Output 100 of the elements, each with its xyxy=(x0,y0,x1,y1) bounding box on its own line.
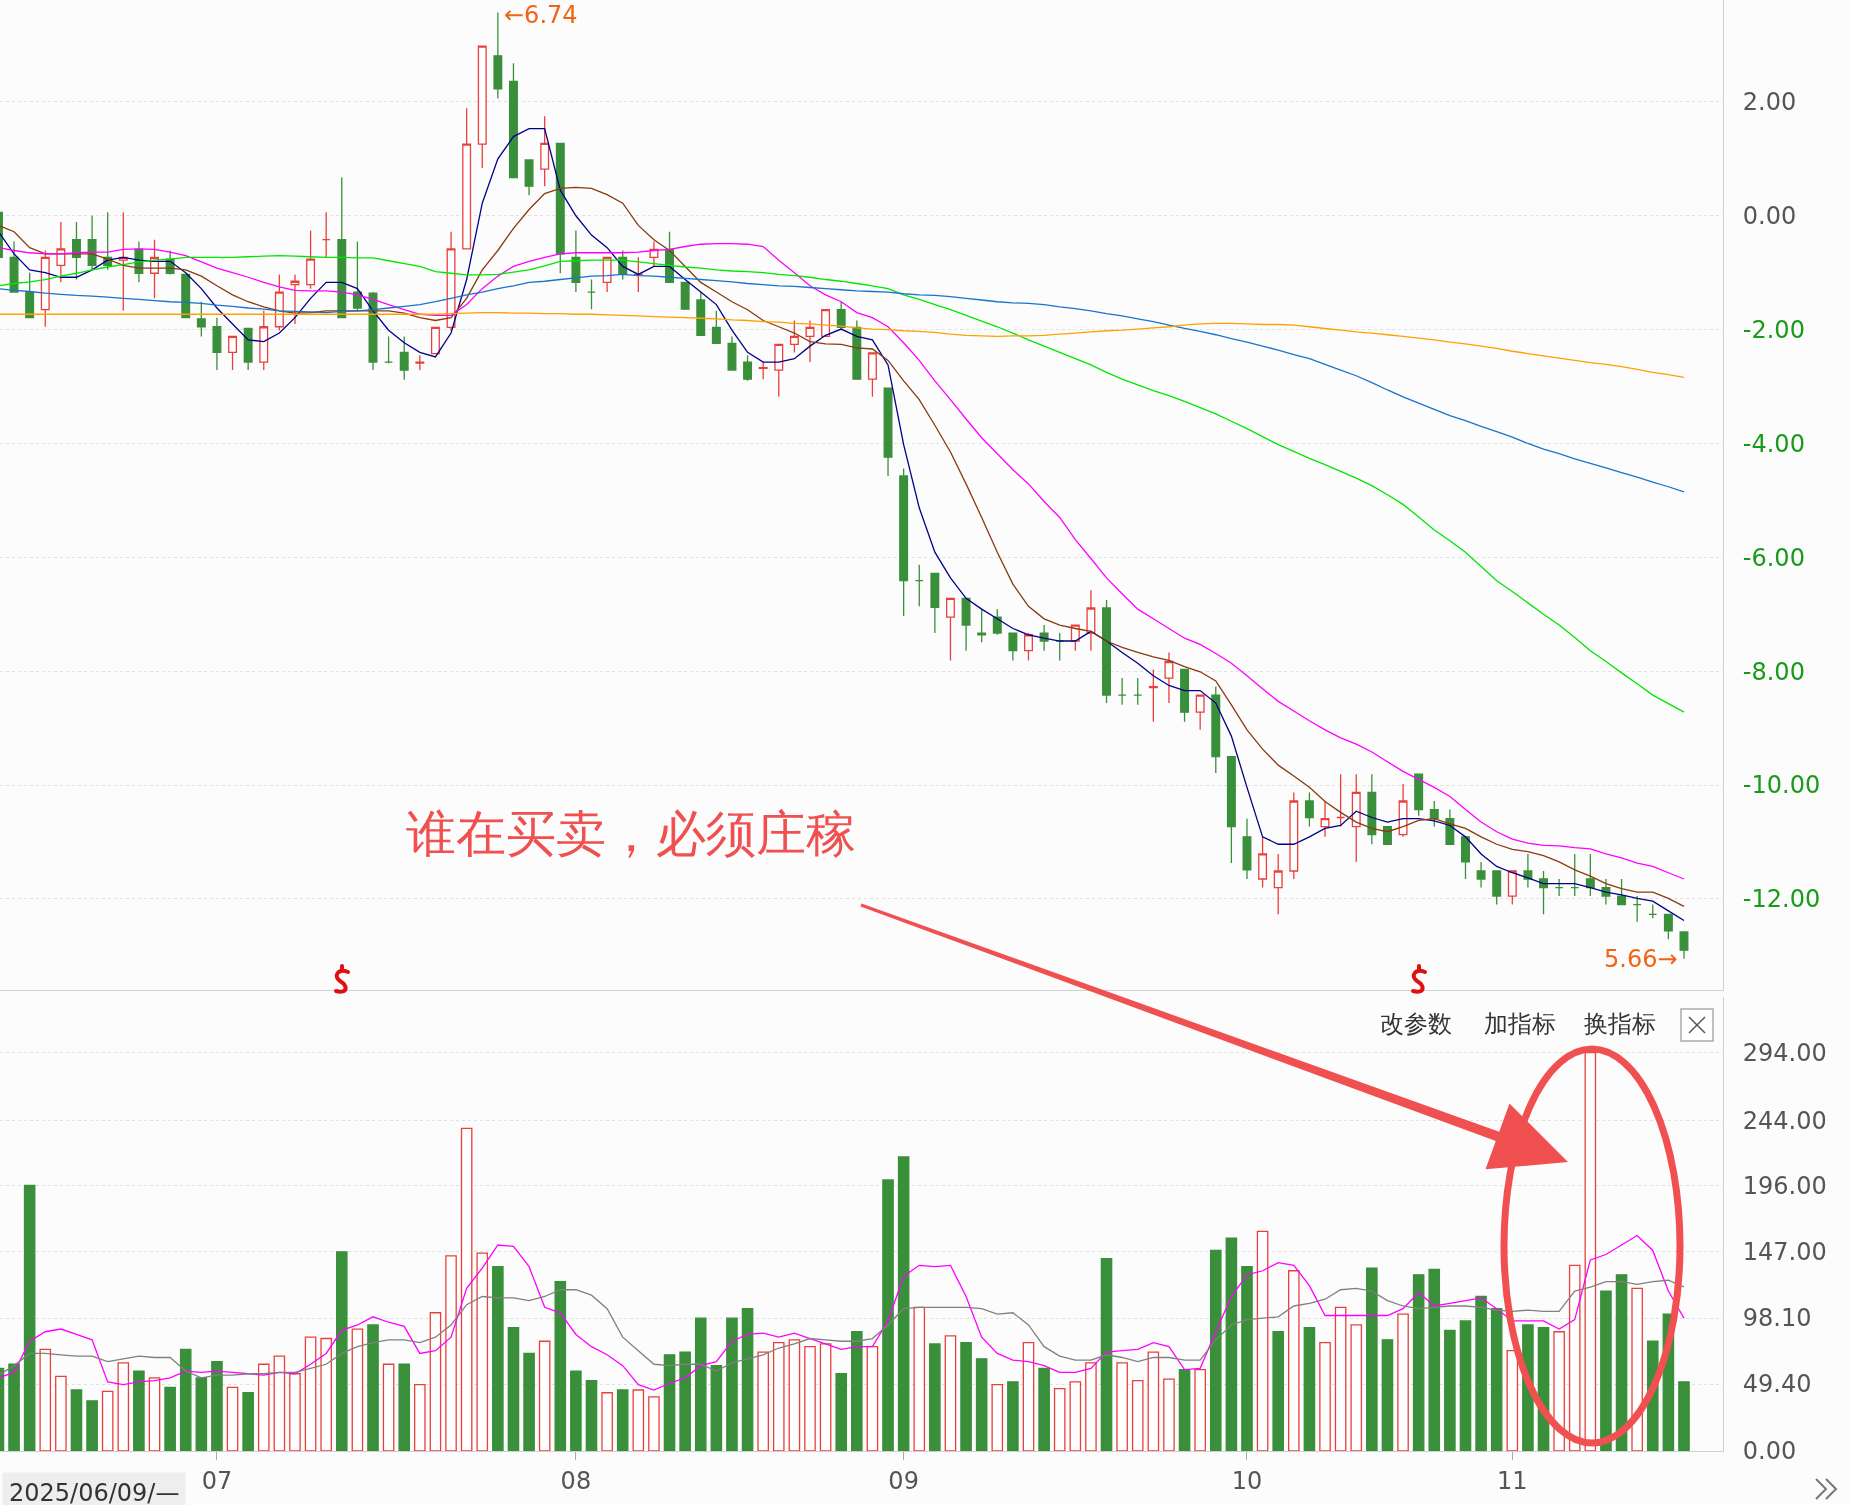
candlestick xyxy=(1382,825,1392,845)
y-tick-label: -6.00 xyxy=(1742,543,1805,572)
candlestick xyxy=(1289,791,1299,880)
candlestick xyxy=(821,309,831,338)
candlestick xyxy=(1180,668,1190,723)
candlestick xyxy=(212,317,222,371)
candlestick xyxy=(25,272,35,319)
bar xyxy=(55,1375,67,1451)
bar xyxy=(492,1266,504,1451)
candlestick xyxy=(727,335,737,371)
annotation: 换指标 xyxy=(1584,1010,1656,1038)
bar xyxy=(476,1252,489,1451)
y-tick-label: 0.00 xyxy=(1742,1437,1797,1466)
candlestick xyxy=(321,211,331,258)
candlestick xyxy=(259,310,269,371)
y-tick-label: -12.00 xyxy=(1742,885,1821,914)
line-series xyxy=(0,1234,1685,1391)
bar xyxy=(1631,1287,1643,1451)
candlestick xyxy=(805,319,815,363)
bar xyxy=(663,1354,676,1451)
bar xyxy=(944,1335,957,1451)
candlestick xyxy=(711,310,721,344)
bar xyxy=(1241,1266,1253,1451)
candlestick xyxy=(602,256,612,293)
bar xyxy=(710,1364,723,1451)
bar xyxy=(164,1386,176,1451)
candlestick xyxy=(1492,870,1502,906)
bar xyxy=(8,1363,20,1451)
bar xyxy=(304,1336,317,1451)
bar xyxy=(1678,1381,1690,1451)
candlestick xyxy=(118,211,128,312)
x-tick-label: 08 xyxy=(560,1466,592,1495)
bar xyxy=(257,1363,270,1451)
bar xyxy=(819,1343,832,1451)
bar xyxy=(1116,1362,1128,1451)
annotation: ←6.74 xyxy=(504,1,578,29)
bar xyxy=(897,1156,910,1451)
bar xyxy=(179,1348,192,1451)
bar xyxy=(1381,1339,1394,1451)
candlestick xyxy=(758,361,768,380)
candlestick xyxy=(867,352,877,398)
bar xyxy=(195,1377,208,1451)
bar xyxy=(1444,1329,1456,1451)
bar xyxy=(616,1389,629,1451)
candlestick xyxy=(181,273,191,319)
bar xyxy=(1303,1327,1316,1451)
bar xyxy=(585,1379,598,1451)
bar xyxy=(523,1352,535,1451)
bar xyxy=(242,1392,254,1451)
annotation: 加指标 xyxy=(1484,1010,1556,1038)
candlestick xyxy=(680,281,690,310)
candlestick xyxy=(883,387,893,477)
bar xyxy=(445,1255,457,1451)
candlestick xyxy=(1476,861,1486,889)
candlestick xyxy=(649,240,659,268)
candlestick xyxy=(774,343,784,398)
bar xyxy=(929,1343,941,1451)
bar xyxy=(913,1306,926,1451)
candlestick xyxy=(945,597,955,662)
candlestick xyxy=(1632,895,1642,923)
text: 2025/06/09/— xyxy=(9,1479,180,1505)
bar xyxy=(39,1348,52,1451)
candlestick xyxy=(384,335,394,364)
candlestick xyxy=(961,597,971,652)
bar xyxy=(226,1386,239,1451)
candlestick xyxy=(1336,773,1346,828)
bar xyxy=(289,1373,301,1451)
bar xyxy=(1350,1324,1363,1451)
candlestick xyxy=(1351,773,1361,863)
y-tick-label: 244.00 xyxy=(1742,1106,1827,1135)
bar xyxy=(460,1127,473,1451)
candlestick xyxy=(243,327,253,371)
bar xyxy=(991,1383,1004,1451)
y-tick-label: 196.00 xyxy=(1742,1171,1827,1200)
bar xyxy=(1022,1341,1035,1451)
candlestick xyxy=(1117,677,1127,706)
annotation: 谁在买卖，必须庄稼 xyxy=(406,805,856,863)
candlestick xyxy=(508,62,518,179)
bar xyxy=(1209,1249,1222,1451)
candlestick xyxy=(1195,694,1205,731)
candlestick xyxy=(274,273,284,331)
candlestick xyxy=(1585,853,1595,897)
bar xyxy=(1459,1320,1472,1451)
candlestick xyxy=(930,572,940,634)
candlestick xyxy=(1039,624,1049,652)
bar xyxy=(1100,1257,1113,1451)
bar xyxy=(570,1370,582,1451)
bar xyxy=(1256,1230,1269,1451)
candlestick xyxy=(415,354,425,371)
candlestick xyxy=(462,107,472,250)
bar xyxy=(741,1308,754,1451)
bar xyxy=(1553,1331,1565,1451)
y-tick-label: 98.10 xyxy=(1742,1304,1812,1333)
bar xyxy=(1225,1237,1238,1451)
bar xyxy=(507,1327,520,1451)
candlestick xyxy=(1226,755,1236,864)
candlestick xyxy=(540,115,550,187)
bar xyxy=(835,1373,848,1451)
candlestick xyxy=(1554,878,1564,897)
bar xyxy=(1475,1295,1487,1451)
